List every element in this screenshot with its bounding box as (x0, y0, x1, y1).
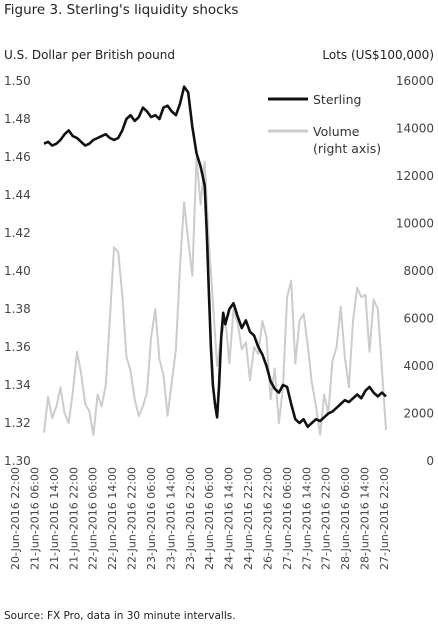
left-tick-label: 1.48 (4, 112, 31, 126)
right-tick-label: 8000 (403, 264, 434, 278)
x-tick-label: 27-Jun-2016 06:00 (281, 467, 294, 570)
x-tick-label: 22-Jun-2016 14:00 (106, 467, 119, 570)
right-tick-label: 12000 (396, 169, 434, 183)
right-axis-label: Lots (US$100,000) (322, 48, 434, 62)
x-tick-label: 28-Jun-2016 14:00 (359, 467, 372, 570)
liquidity-chart: 1.50 1.48 1.46 1.44 1.42 1.40 1.38 1.36 1.34 1.32… (4, 74, 434, 570)
left-tick-label: 1.40 (4, 264, 31, 278)
x-tick-label: 27-Jun-2016 22:00 (320, 467, 333, 570)
x-tick-label: 23-Jun-2016 14:00 (164, 467, 177, 570)
left-tick-label: 1.44 (4, 188, 31, 202)
legend-volume-label-line2: (right axis) (313, 141, 381, 156)
x-tick-label: 21-Jun-2016 06:00 (28, 467, 41, 570)
x-tick-label: 22-Jun-2016 06:00 (87, 467, 100, 570)
x-tick-label: 20-Jun-2016 22:00 (9, 467, 22, 570)
left-axis-ticks: 1.50 1.48 1.46 1.44 1.42 1.40 1.38 1.36 1.34 1.32… (4, 74, 31, 468)
right-tick-label: 16000 (396, 74, 434, 88)
legend-sterling-label: Sterling (313, 92, 361, 107)
left-tick-label: 1.46 (4, 150, 31, 164)
x-tick-label: 23-Jun-2016 06:00 (145, 467, 158, 570)
legend-volume-label: Volume (right axis) (313, 124, 381, 156)
x-tick-label: 21-Jun-2016 14:00 (48, 467, 61, 570)
right-tick-label: 0 (426, 454, 434, 468)
left-tick-label: 1.50 (4, 74, 31, 88)
x-tick-label: 24-Jun-2016 14:00 (223, 467, 236, 570)
right-tick-label: 6000 (403, 312, 434, 326)
legend-volume-label-line1: Volume (313, 124, 360, 139)
x-axis-ticks: 20-Jun-2016 22:00 21-Jun-2016 06:00 21-Jun… (9, 467, 391, 570)
left-tick-label: 1.32 (4, 416, 31, 430)
source-note: Source: FX Pro, data in 30 minute interv… (4, 610, 236, 622)
x-tick-label: 27-Jun-2016 14:00 (300, 467, 313, 570)
left-tick-label: 1.38 (4, 302, 31, 316)
x-tick-label: 28-Jun-2016 06:00 (339, 467, 352, 570)
left-tick-label: 1.34 (4, 378, 31, 392)
x-tick-label: 26-Jun-2016 22:00 (261, 467, 274, 570)
x-tick-label: 24-Jun-2016 06:00 (203, 467, 216, 570)
right-tick-label: 4000 (403, 359, 434, 373)
legend: Sterling Volume (right axis) (268, 92, 381, 156)
figure-title: Figure 3. Sterling's liquidity shocks (4, 2, 239, 18)
x-tick-label: 27-Jun-2016 22:00 (378, 467, 391, 570)
plot-area (43, 85, 387, 436)
x-tick-label: 23-Jun-2016 22:00 (184, 467, 197, 570)
volume-series-line (43, 156, 387, 436)
right-tick-label: 10000 (396, 217, 434, 231)
sterling-series-line (43, 85, 387, 429)
x-tick-label: 22-Jun-2016 22:00 (126, 467, 139, 570)
left-tick-label: 1.30 (4, 454, 31, 468)
x-tick-label: 21-Jun-2016 22:00 (67, 467, 80, 570)
left-tick-label: 1.42 (4, 226, 31, 240)
left-tick-label: 1.36 (4, 340, 31, 354)
right-tick-label: 2000 (403, 407, 434, 421)
right-tick-label: 14000 (396, 122, 434, 136)
left-axis-label: U.S. Dollar per British pound (4, 48, 175, 62)
right-axis-ticks: 16000 14000 12000 10000 8000 6000 4000 2000 0 (396, 74, 434, 468)
x-tick-label: 24-Jun-2016 22:00 (242, 467, 255, 570)
